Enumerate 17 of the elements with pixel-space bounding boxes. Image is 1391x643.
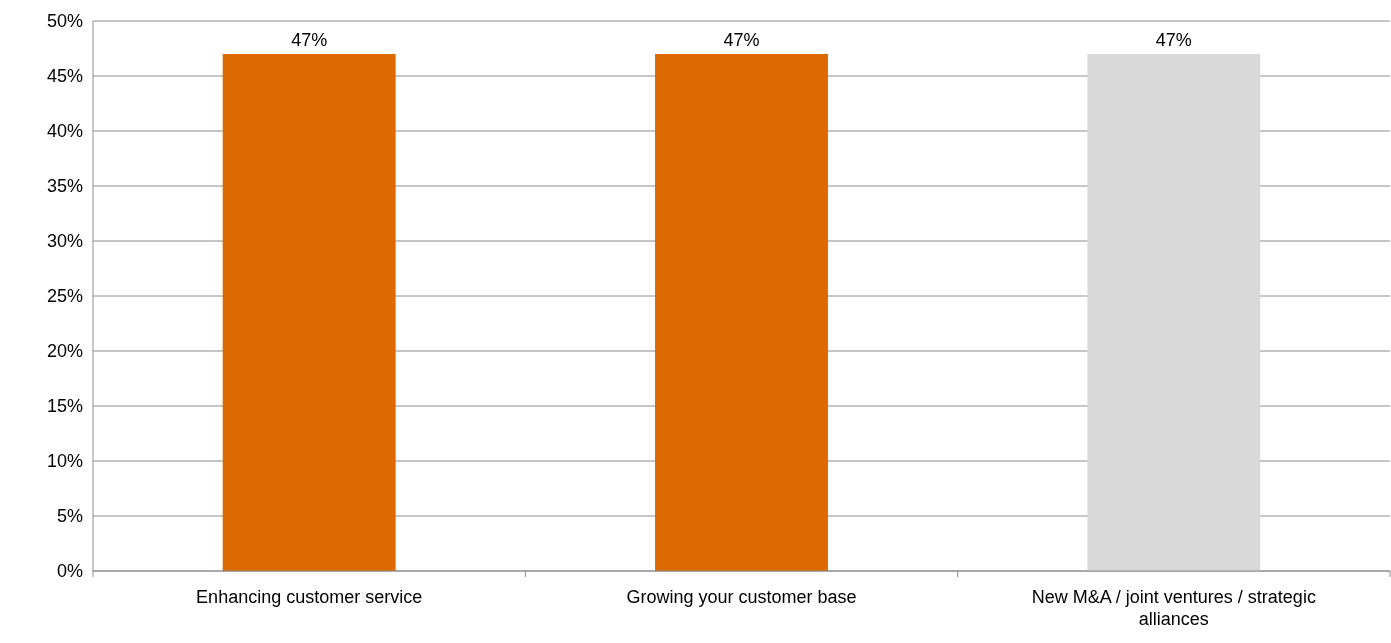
y-tick-label: 0%	[56, 561, 83, 582]
y-tick-label: 20%	[46, 341, 83, 362]
y-tick-label: 15%	[46, 396, 83, 417]
y-tick-label: 5%	[56, 506, 83, 527]
y-tick-label: 50%	[46, 11, 83, 32]
y-tick-label: 10%	[46, 451, 83, 472]
data-label: 47%	[1155, 30, 1192, 50]
y-tick-label: 30%	[46, 231, 83, 252]
y-tick-label: 45%	[46, 66, 83, 87]
x-tick-label: Enhancing customer service	[196, 587, 423, 607]
y-tick-label: 40%	[46, 121, 83, 142]
data-label: 47%	[723, 30, 760, 50]
data-label: 47%	[291, 30, 328, 50]
x-tick-label: New M&A / joint ventures / strategic alliances	[1031, 587, 1316, 629]
y-tick-label: 35%	[46, 176, 83, 197]
x-tick-label: Growing your customer base	[626, 587, 857, 607]
y-tick-label: 25%	[46, 286, 83, 307]
